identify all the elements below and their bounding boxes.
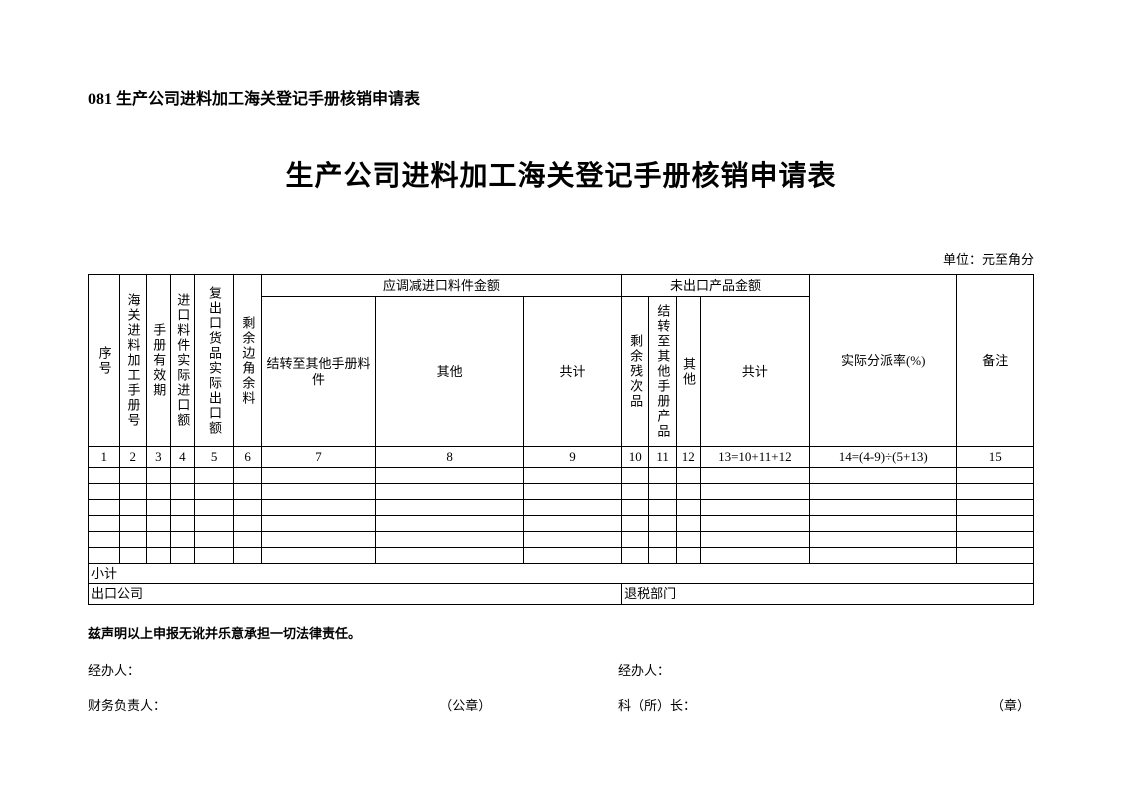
colnum: 12 — [676, 447, 700, 468]
colnum: 11 — [649, 447, 676, 468]
dept-head: 科（所）长： （章） — [618, 695, 1034, 714]
footer-row: 出口公司 退税部门 — [89, 584, 1034, 605]
col-group-adjust: 应调减进口料件金额 — [261, 275, 621, 297]
document-number: 081 生产公司进料加工海关登记手册核销申请表 — [88, 85, 1034, 109]
col-header-rate: 实际分派率(%) — [809, 275, 956, 447]
colnum: 7 — [261, 447, 376, 468]
col-header-remark: 备注 — [957, 275, 1034, 447]
finance-officer: 财务负责人： （公章） — [88, 695, 618, 714]
colnum: 14=(4-9)÷(5+13) — [809, 447, 956, 468]
finance-label: 财务负责人： — [88, 698, 166, 713]
colnum: 9 — [523, 447, 621, 468]
colnum: 1 — [89, 447, 120, 468]
colnum: 8 — [376, 447, 523, 468]
col-header-reexport-amt: 复出口货品实际出口额 — [194, 275, 234, 447]
signature-row-2: 财务负责人： （公章） 科（所）长： （章） — [88, 695, 1034, 714]
col-header-defective: 剩余残次品 — [622, 297, 649, 447]
col-header-total2: 共计 — [700, 297, 809, 447]
colnum: 6 — [234, 447, 261, 468]
subtotal-label: 小计 — [89, 563, 1034, 584]
declaration-text: 兹声明以上申报无讹并乐意承担一切法律责任。 — [88, 623, 1034, 642]
table-row — [89, 499, 1034, 515]
table-row — [89, 531, 1034, 547]
col-group-unexported: 未出口产品金额 — [622, 275, 810, 297]
header-row-1: 序号 海关进料加工手册号 手册有效期 进口料件实际进口额 复出口货品实际出口额 … — [89, 275, 1034, 297]
unit-label: 单位：元至角分 — [88, 249, 1034, 268]
table-row — [89, 483, 1034, 499]
colnum: 13=10+11+12 — [700, 447, 809, 468]
handler-right: 经办人： — [618, 660, 1034, 679]
table-row — [89, 547, 1034, 563]
table-row — [89, 515, 1034, 531]
handler-left: 经办人： — [88, 660, 618, 679]
col-header-transfer-product: 结转至其他手册产品 — [649, 297, 676, 447]
tax-refund-dept-label: 退税部门 — [622, 584, 1034, 605]
col-header-other2: 其他 — [676, 297, 700, 447]
seal-label: （公章） — [439, 695, 491, 714]
subtotal-row: 小计 — [89, 563, 1034, 584]
main-table: 序号 海关进料加工手册号 手册有效期 进口料件实际进口额 复出口货品实际出口额 … — [88, 274, 1034, 605]
column-number-row: 1 2 3 4 5 6 7 8 9 10 11 12 13=10+11+12 1… — [89, 447, 1034, 468]
colnum: 3 — [146, 447, 170, 468]
col-header-manual-no: 海关进料加工手册号 — [119, 275, 146, 447]
page-title: 生产公司进料加工海关登记手册核销申请表 — [88, 154, 1034, 194]
col-header-other1: 其他 — [376, 297, 523, 447]
col-header-transfer-material: 结转至其他手册料件 — [261, 297, 376, 447]
colnum: 15 — [957, 447, 1034, 468]
col-header-total1: 共计 — [523, 297, 621, 447]
table-row — [89, 467, 1034, 483]
col-header-import-amt: 进口料件实际进口额 — [170, 275, 194, 447]
stamp-label: （章） — [991, 695, 1030, 714]
export-company-label: 出口公司 — [89, 584, 622, 605]
col-header-validity: 手册有效期 — [146, 275, 170, 447]
signature-row-1: 经办人： 经办人： — [88, 660, 1034, 679]
colnum: 4 — [170, 447, 194, 468]
colnum: 2 — [119, 447, 146, 468]
col-header-scrap: 剩余边角余料 — [234, 275, 261, 447]
col-header-seq: 序号 — [89, 275, 120, 447]
colnum: 10 — [622, 447, 649, 468]
dept-head-label: 科（所）长： — [618, 698, 696, 713]
colnum: 5 — [194, 447, 234, 468]
